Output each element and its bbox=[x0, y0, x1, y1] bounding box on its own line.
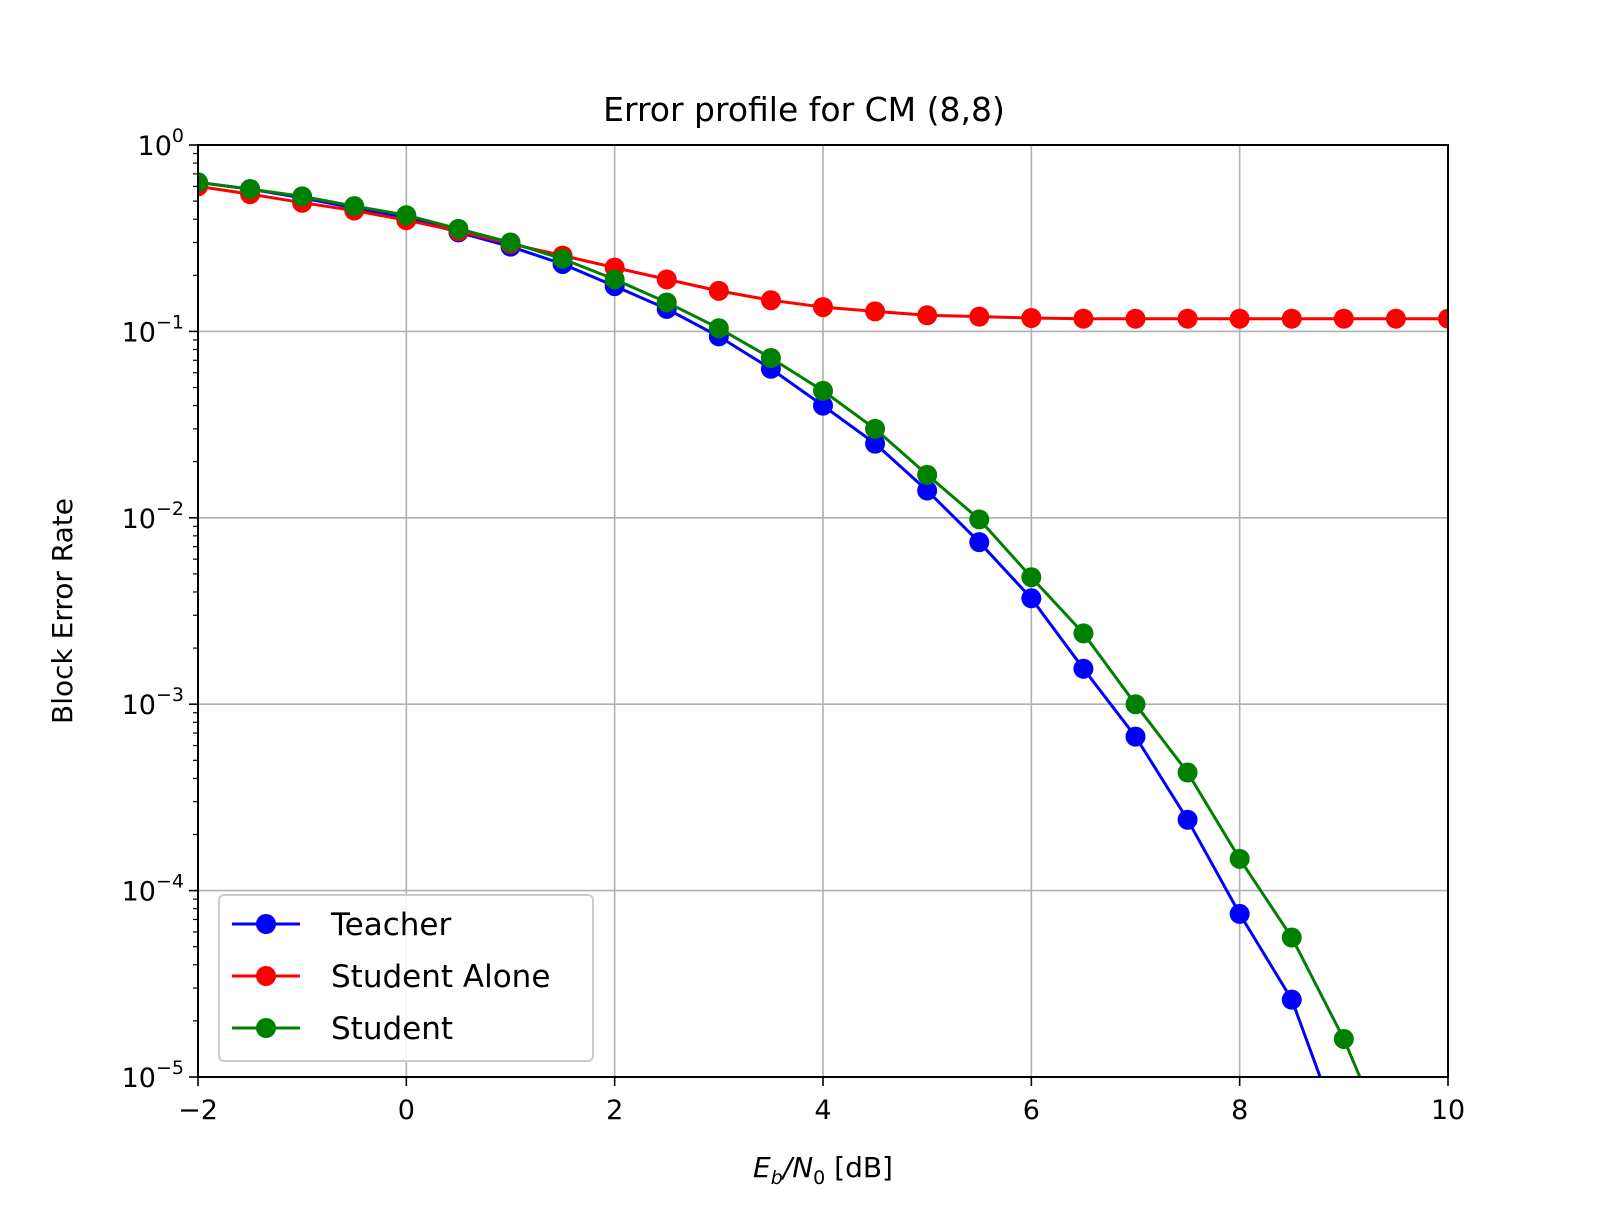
y-tick-label: 10−4 bbox=[122, 871, 184, 908]
data-point bbox=[969, 306, 990, 327]
data-point bbox=[604, 269, 625, 290]
data-point bbox=[1177, 762, 1198, 783]
legend-marker bbox=[256, 914, 276, 934]
legend-label: Student bbox=[331, 1011, 453, 1047]
data-point bbox=[1073, 658, 1094, 679]
legend-label: Teacher bbox=[330, 907, 452, 943]
y-tick-exponent: −4 bbox=[156, 871, 184, 893]
data-point bbox=[813, 395, 833, 416]
x-axis-label-unit: [dB] bbox=[825, 1151, 893, 1184]
y-tick-label: 10−3 bbox=[122, 684, 184, 721]
y-tick-label: 10−2 bbox=[122, 498, 184, 535]
x-tick-label: −2 bbox=[178, 1095, 218, 1126]
y-tick-label: 10−1 bbox=[122, 311, 184, 348]
x-axis-label-sub-0: 0 bbox=[813, 1167, 825, 1189]
data-point bbox=[1177, 308, 1198, 329]
data-point bbox=[708, 318, 729, 339]
y-tick-exponent: −3 bbox=[156, 684, 184, 706]
data-point bbox=[917, 464, 938, 485]
data-point bbox=[292, 186, 313, 207]
data-point bbox=[1177, 809, 1198, 830]
y-axis-label: Block Error Rate bbox=[46, 498, 79, 724]
data-point bbox=[865, 418, 886, 439]
data-point bbox=[865, 433, 886, 454]
data-point bbox=[708, 280, 729, 301]
data-point bbox=[1073, 623, 1094, 644]
y-tick-exponent: −1 bbox=[156, 311, 184, 333]
data-point bbox=[813, 380, 833, 401]
data-point bbox=[1229, 903, 1250, 924]
data-point bbox=[1281, 308, 1302, 329]
data-point bbox=[396, 205, 417, 226]
data-point bbox=[865, 301, 886, 322]
x-tick-label: 0 bbox=[398, 1095, 415, 1126]
data-point bbox=[1438, 308, 1448, 329]
data-point bbox=[1281, 989, 1302, 1010]
data-point bbox=[656, 269, 677, 290]
x-tick-label: 2 bbox=[606, 1095, 623, 1126]
x-axis-label: Eb/N0 [dB] bbox=[753, 1151, 893, 1189]
y-tick-exponent: 0 bbox=[172, 125, 184, 147]
y-tick-base: 10 bbox=[122, 877, 156, 908]
chart-title: Error profile for CM (8,8) bbox=[603, 90, 1005, 129]
y-tick-exponent: −2 bbox=[156, 498, 184, 520]
data-point bbox=[760, 347, 781, 368]
data-point bbox=[969, 509, 990, 530]
data-point bbox=[760, 290, 781, 311]
legend-marker bbox=[256, 966, 276, 986]
data-point bbox=[1281, 927, 1302, 948]
x-axis-label-sub-b: b bbox=[771, 1167, 783, 1189]
data-point bbox=[1021, 308, 1042, 329]
legend-marker bbox=[256, 1018, 276, 1038]
y-tick-label: 100 bbox=[138, 125, 184, 162]
data-point bbox=[344, 196, 365, 217]
data-point bbox=[500, 232, 521, 253]
x-tick-label: 10 bbox=[1431, 1095, 1465, 1126]
data-point bbox=[1125, 308, 1146, 329]
data-point bbox=[1385, 308, 1406, 329]
legend: Teacher Student Alone Student bbox=[218, 894, 594, 1062]
x-axis-label-e: E bbox=[753, 1151, 771, 1184]
y-tick-base: 10 bbox=[122, 690, 156, 721]
y-tick-base: 10 bbox=[122, 317, 156, 348]
data-point bbox=[1333, 1028, 1354, 1049]
data-point bbox=[1229, 308, 1250, 329]
data-point bbox=[917, 305, 938, 326]
data-point bbox=[813, 297, 833, 318]
data-point bbox=[1125, 694, 1146, 715]
x-tick-label: 8 bbox=[1231, 1095, 1248, 1126]
y-tick-base: 10 bbox=[138, 131, 172, 162]
data-point bbox=[969, 532, 990, 553]
x-tick-label: 4 bbox=[814, 1095, 831, 1126]
data-point bbox=[240, 179, 261, 200]
y-tick-label: 10−5 bbox=[122, 1057, 184, 1094]
data-point bbox=[448, 218, 469, 239]
data-point bbox=[656, 292, 677, 313]
data-point bbox=[198, 172, 208, 193]
data-point bbox=[1073, 308, 1094, 329]
data-point bbox=[552, 248, 573, 269]
data-point bbox=[917, 480, 938, 501]
x-tick-label: 6 bbox=[1023, 1095, 1040, 1126]
legend-label: Student Alone bbox=[331, 959, 550, 995]
data-point bbox=[1333, 308, 1354, 329]
data-point bbox=[1021, 567, 1042, 588]
data-point bbox=[1125, 726, 1146, 747]
data-point bbox=[1229, 848, 1250, 869]
data-point bbox=[1021, 588, 1042, 609]
y-tick-base: 10 bbox=[122, 504, 156, 535]
x-axis-label-n: /N bbox=[780, 1151, 813, 1184]
y-tick-base: 10 bbox=[122, 1063, 156, 1094]
legend-box bbox=[218, 894, 594, 1062]
y-tick-exponent: −5 bbox=[156, 1057, 184, 1079]
plot-frame bbox=[197, 144, 1449, 1078]
series-layer bbox=[198, 172, 1448, 1077]
